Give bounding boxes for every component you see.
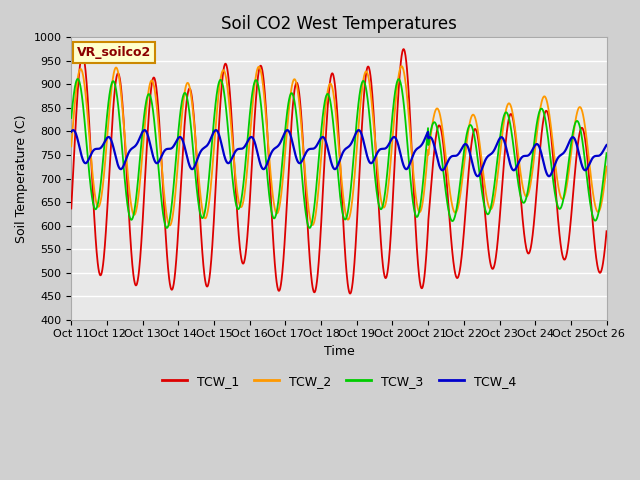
TCW_3 bbox=[603, 150, 611, 156]
TCW_4 bbox=[284, 127, 291, 133]
TCW_4 bbox=[67, 129, 75, 134]
TCW_4 bbox=[109, 142, 116, 147]
TCW_4 bbox=[316, 138, 323, 144]
Line: TCW_4: TCW_4 bbox=[71, 130, 607, 176]
TCW_1 bbox=[372, 157, 380, 163]
TCW_3 bbox=[131, 205, 139, 211]
TCW_1 bbox=[316, 254, 323, 260]
TCW_2 bbox=[166, 223, 173, 228]
Line: TCW_3: TCW_3 bbox=[71, 79, 607, 228]
TCW_3 bbox=[74, 76, 81, 82]
TCW_1 bbox=[131, 279, 138, 285]
Line: TCW_1: TCW_1 bbox=[71, 49, 607, 294]
TCW_1 bbox=[67, 205, 75, 211]
TCW_3 bbox=[307, 225, 314, 230]
TCW_2 bbox=[109, 77, 116, 83]
TCW_3 bbox=[109, 78, 117, 84]
TCW_4 bbox=[603, 142, 611, 148]
TCW_1 bbox=[603, 228, 611, 234]
TCW_4 bbox=[372, 152, 380, 158]
TCW_2 bbox=[306, 215, 314, 220]
TCW_2 bbox=[372, 152, 380, 158]
TCW_1 bbox=[294, 85, 302, 91]
TCW_2 bbox=[397, 63, 405, 69]
TCW_3 bbox=[67, 115, 75, 121]
TCW_2 bbox=[295, 96, 303, 102]
TCW_3 bbox=[295, 136, 303, 142]
Text: VR_soilco2: VR_soilco2 bbox=[77, 46, 151, 59]
Y-axis label: Soil Temperature (C): Soil Temperature (C) bbox=[15, 114, 28, 243]
TCW_3 bbox=[316, 144, 324, 149]
Legend: TCW_1, TCW_2, TCW_3, TCW_4: TCW_1, TCW_2, TCW_3, TCW_4 bbox=[157, 370, 521, 393]
Line: TCW_2: TCW_2 bbox=[71, 66, 607, 226]
X-axis label: Time: Time bbox=[324, 345, 355, 358]
TCW_2 bbox=[67, 144, 75, 149]
TCW_4 bbox=[474, 173, 481, 179]
TCW_3 bbox=[372, 188, 380, 194]
TCW_1 bbox=[109, 113, 116, 119]
TCW_1 bbox=[306, 252, 314, 258]
Title: Soil CO2 West Temperatures: Soil CO2 West Temperatures bbox=[221, 15, 457, 33]
TCW_1 bbox=[400, 46, 408, 52]
TCW_4 bbox=[306, 146, 314, 152]
TCW_4 bbox=[131, 144, 138, 150]
TCW_4 bbox=[295, 160, 303, 166]
TCW_2 bbox=[131, 212, 138, 217]
TCW_2 bbox=[316, 175, 323, 181]
TCW_1 bbox=[346, 291, 354, 297]
TCW_2 bbox=[603, 164, 611, 169]
TCW_3 bbox=[306, 225, 314, 231]
